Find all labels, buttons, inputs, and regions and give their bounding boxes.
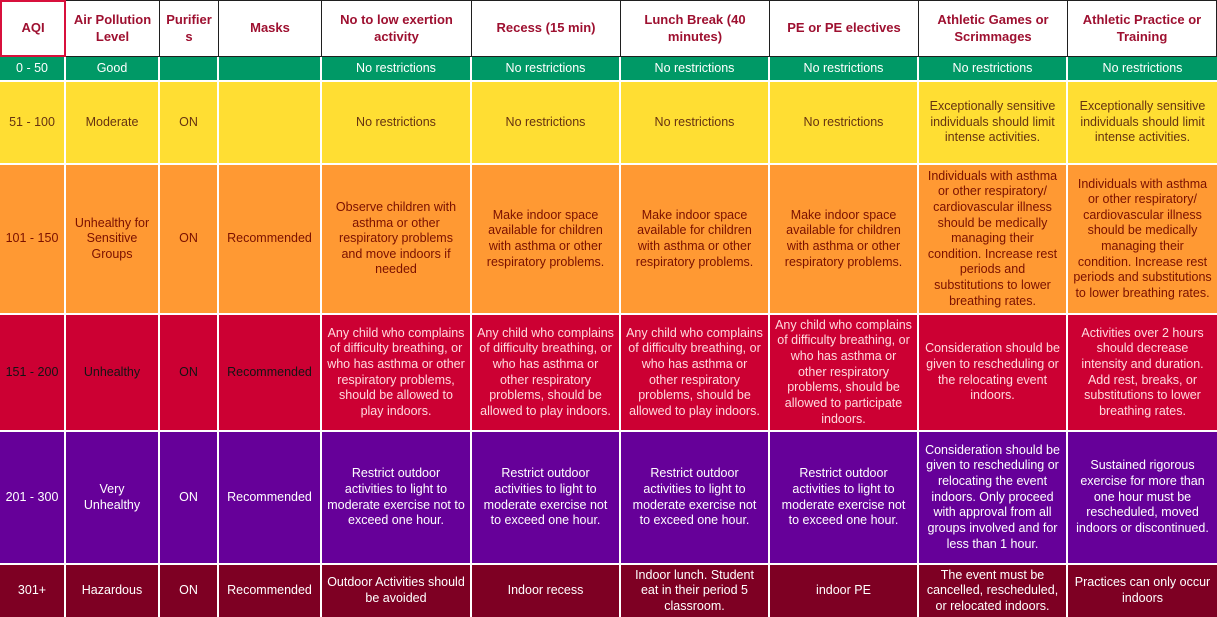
col-header-pe: PE or PE electives bbox=[770, 0, 919, 57]
cell-games: Consideration should be given to resched… bbox=[919, 432, 1068, 565]
cell-purifiers: ON bbox=[160, 82, 219, 165]
cell-recess: No restrictions bbox=[472, 82, 621, 165]
col-header-masks: Masks bbox=[219, 0, 322, 57]
cell-recess: Make indoor space available for children… bbox=[472, 165, 621, 315]
cell-pollution-level: Unhealthy bbox=[66, 315, 160, 432]
cell-purifiers: ON bbox=[160, 565, 219, 617]
col-header-athletic-practice: Athletic Practice or Training bbox=[1068, 0, 1217, 57]
cell-masks bbox=[219, 57, 322, 82]
cell-lunch: Restrict outdoor activities to light to … bbox=[621, 432, 770, 565]
col-header-air-pollution-level: Air Pollution Level bbox=[66, 0, 160, 57]
cell-purifiers bbox=[160, 57, 219, 82]
cell-low-exertion: Outdoor Activities should be avoided bbox=[322, 565, 472, 617]
cell-aqi-range: 151 - 200 bbox=[0, 315, 66, 432]
cell-recess: Indoor recess bbox=[472, 565, 621, 617]
cell-aqi-range: 101 - 150 bbox=[0, 165, 66, 315]
cell-games: Exceptionally sensitive individuals shou… bbox=[919, 82, 1068, 165]
cell-aqi-range: 201 - 300 bbox=[0, 432, 66, 565]
cell-purifiers: ON bbox=[160, 165, 219, 315]
row-very-unhealthy: 201 - 300 Very Unhealthy ON Recommended … bbox=[0, 432, 1217, 565]
cell-pollution-level: Unhealthy for Sensitive Groups bbox=[66, 165, 160, 315]
cell-low-exertion: Restrict outdoor activities to light to … bbox=[322, 432, 472, 565]
cell-practice: Activities over 2 hours should decrease … bbox=[1068, 315, 1217, 432]
cell-pe: indoor PE bbox=[770, 565, 919, 617]
cell-masks: Recommended bbox=[219, 315, 322, 432]
cell-practice: Practices can only occur indoors bbox=[1074, 575, 1211, 605]
cell-pe: No restrictions bbox=[770, 82, 919, 165]
cell-low-exertion: No restrictions bbox=[322, 57, 472, 82]
cell-practice: Individuals with asthma or other respira… bbox=[1068, 165, 1217, 315]
cell-low-exertion: Any child who complains of difficulty br… bbox=[322, 315, 472, 432]
cell-games: Individuals with asthma or other respira… bbox=[919, 165, 1068, 315]
cell-recess: Any child who complains of difficulty br… bbox=[472, 315, 621, 432]
cell-lunch: Any child who complains of difficulty br… bbox=[621, 315, 770, 432]
cell-recess: No restrictions bbox=[472, 57, 621, 82]
cell-games: Consideration should be given to resched… bbox=[919, 315, 1068, 432]
cell-lunch: No restrictions bbox=[621, 82, 770, 165]
col-header-recess: Recess (15 min) bbox=[472, 0, 621, 57]
cell-pe: Restrict outdoor activities to light to … bbox=[770, 432, 919, 565]
cell-pollution-level: Good bbox=[66, 57, 160, 82]
row-good: 0 - 50 Good No restrictions No restricti… bbox=[0, 57, 1217, 82]
cell-pollution-level: Very Unhealthy bbox=[66, 432, 160, 565]
cell-masks: Recommended bbox=[219, 432, 322, 565]
cell-games: The event must be cancelled, rescheduled… bbox=[919, 565, 1068, 617]
cell-lunch: Make indoor space available for children… bbox=[621, 165, 770, 315]
cell-masks: Recommended bbox=[219, 565, 322, 617]
col-header-aqi: AQI bbox=[0, 0, 66, 57]
cell-games: No restrictions bbox=[919, 57, 1068, 82]
col-header-athletic-games: Athletic Games or Scrimmages bbox=[919, 0, 1068, 57]
cell-pe: No restrictions bbox=[770, 57, 919, 82]
cell-low-exertion: No restrictions bbox=[322, 82, 472, 165]
cell-recess: Restrict outdoor activities to light to … bbox=[472, 432, 621, 565]
col-header-low-exertion: No to low exertion activity bbox=[322, 0, 472, 57]
col-header-lunch-break: Lunch Break (40 minutes) bbox=[621, 0, 770, 57]
cell-low-exertion: Observe children with asthma or other re… bbox=[322, 165, 472, 315]
cell-pe: Any child who complains of difficulty br… bbox=[770, 315, 919, 432]
col-header-purifiers: Purifiers bbox=[160, 0, 219, 57]
cell-purifiers: ON bbox=[160, 315, 219, 432]
cell-masks: Recommended bbox=[219, 165, 322, 315]
cell-aqi-range: 301+ bbox=[0, 565, 66, 617]
cell-practice: Sustained rigorous exercise for more tha… bbox=[1068, 432, 1217, 565]
header-row: AQI Air Pollution Level Purifiers Masks … bbox=[0, 0, 1217, 57]
cell-lunch: No restrictions bbox=[621, 57, 770, 82]
row-unhealthy-sensitive: 101 - 150 Unhealthy for Sensitive Groups… bbox=[0, 165, 1217, 315]
cell-pe: Make indoor space available for children… bbox=[770, 165, 919, 315]
row-hazardous: 301+ Hazardous ON Recommended Outdoor Ac… bbox=[0, 565, 1217, 617]
row-unhealthy: 151 - 200 Unhealthy ON Recommended Any c… bbox=[0, 315, 1217, 432]
row-moderate: 51 - 100 Moderate ON No restrictions No … bbox=[0, 82, 1217, 165]
cell-pollution-level: Moderate bbox=[66, 82, 160, 165]
cell-purifiers: ON bbox=[160, 432, 219, 565]
cell-pollution-level: Hazardous bbox=[66, 565, 160, 617]
cell-lunch: Indoor lunch. Student eat in their perio… bbox=[621, 565, 770, 617]
cell-masks bbox=[219, 82, 322, 165]
cell-practice: Exceptionally sensitive individuals shou… bbox=[1068, 82, 1217, 165]
cell-aqi-range: 51 - 100 bbox=[0, 82, 66, 165]
cell-aqi-range: 0 - 50 bbox=[0, 57, 66, 82]
cell-practice: No restrictions bbox=[1068, 57, 1217, 82]
